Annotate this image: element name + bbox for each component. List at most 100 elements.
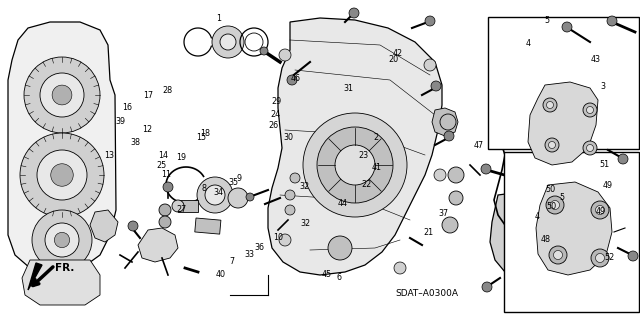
Circle shape [440, 114, 456, 130]
Polygon shape [432, 108, 458, 136]
Text: 4: 4 [535, 212, 540, 221]
Circle shape [45, 223, 79, 257]
Circle shape [442, 217, 458, 233]
Circle shape [205, 185, 225, 205]
Text: 29: 29 [271, 97, 282, 106]
Circle shape [618, 154, 628, 164]
Circle shape [512, 258, 520, 266]
Text: 32: 32 [300, 219, 310, 228]
Text: SDAT–A0300A: SDAT–A0300A [395, 288, 458, 298]
Circle shape [163, 182, 173, 192]
Circle shape [448, 167, 464, 183]
Circle shape [591, 201, 609, 219]
Circle shape [159, 204, 171, 216]
Circle shape [607, 16, 617, 26]
Text: 46: 46 [291, 74, 301, 83]
Circle shape [513, 210, 523, 220]
Circle shape [510, 232, 530, 252]
Text: 51: 51 [600, 160, 610, 169]
Circle shape [172, 200, 184, 212]
Circle shape [349, 8, 359, 18]
Text: 50: 50 [545, 185, 556, 194]
Circle shape [482, 282, 492, 292]
Text: 30: 30 [283, 133, 293, 142]
Text: 42: 42 [393, 49, 403, 58]
Text: 41: 41 [371, 163, 381, 172]
Text: 35: 35 [228, 178, 239, 187]
Circle shape [510, 166, 534, 190]
Polygon shape [138, 228, 178, 262]
Bar [195, 218, 221, 234]
Text: 20: 20 [388, 56, 399, 64]
Circle shape [287, 75, 297, 85]
Circle shape [550, 201, 559, 210]
Polygon shape [22, 260, 100, 305]
Text: 31: 31 [344, 84, 354, 93]
Text: 19: 19 [176, 153, 186, 162]
Circle shape [508, 254, 524, 270]
Text: 12: 12 [142, 125, 152, 134]
Polygon shape [268, 18, 442, 275]
Circle shape [246, 193, 254, 201]
Circle shape [303, 113, 407, 217]
Circle shape [586, 145, 593, 152]
Circle shape [444, 131, 454, 141]
Circle shape [628, 251, 638, 261]
Text: 4: 4 [525, 39, 531, 48]
Circle shape [425, 16, 435, 26]
Circle shape [547, 101, 554, 108]
Text: 17: 17 [143, 91, 154, 100]
Circle shape [481, 164, 491, 174]
Text: 6: 6 [337, 273, 342, 282]
Circle shape [449, 191, 463, 205]
Text: 49: 49 [595, 207, 605, 216]
Circle shape [394, 262, 406, 274]
Circle shape [285, 205, 295, 215]
Text: 27: 27 [176, 205, 186, 214]
Polygon shape [490, 192, 552, 275]
Text: 21: 21 [424, 228, 434, 237]
Text: 24: 24 [270, 110, 280, 119]
Text: 11: 11 [161, 170, 172, 179]
Text: 32: 32 [299, 182, 309, 191]
Circle shape [24, 57, 100, 133]
Circle shape [128, 221, 138, 231]
Circle shape [260, 47, 268, 55]
Circle shape [586, 107, 593, 114]
Circle shape [508, 205, 528, 225]
Polygon shape [28, 263, 42, 290]
Circle shape [591, 249, 609, 267]
Text: 5: 5 [545, 16, 550, 25]
Circle shape [32, 210, 92, 270]
Circle shape [549, 246, 567, 264]
Text: 44: 44 [337, 199, 348, 208]
Text: 47: 47 [474, 141, 484, 150]
Circle shape [545, 138, 559, 152]
Text: 52: 52 [605, 253, 615, 262]
Polygon shape [90, 210, 118, 242]
Text: 49: 49 [603, 181, 613, 190]
Circle shape [434, 169, 446, 181]
Circle shape [515, 237, 525, 247]
Text: 16: 16 [122, 103, 132, 112]
Text: 40: 40 [216, 271, 226, 279]
Circle shape [279, 49, 291, 61]
Circle shape [583, 141, 597, 155]
Circle shape [554, 250, 563, 259]
Text: 36: 36 [254, 243, 264, 252]
Text: 45: 45 [321, 271, 332, 279]
Bar [178, 200, 198, 212]
Text: 23: 23 [358, 151, 369, 160]
Circle shape [317, 127, 393, 203]
Text: 5: 5 [559, 193, 564, 202]
Circle shape [52, 85, 72, 105]
Text: 13: 13 [104, 151, 114, 160]
Circle shape [431, 81, 441, 91]
Circle shape [51, 164, 73, 186]
Text: 8: 8 [201, 184, 206, 193]
Bar [488, 17, 639, 149]
Text: 9: 9 [236, 174, 241, 182]
Text: 22: 22 [361, 180, 371, 189]
Circle shape [335, 145, 375, 185]
Circle shape [595, 205, 605, 214]
